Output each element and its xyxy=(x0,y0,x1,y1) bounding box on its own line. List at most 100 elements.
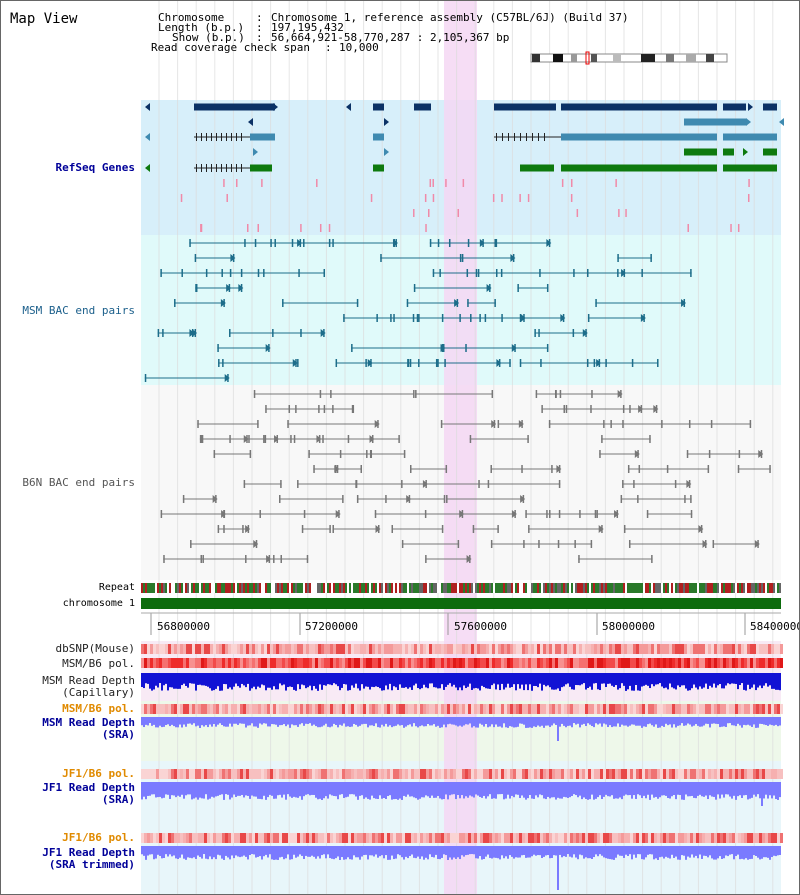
track-label-msm-b6-pol-2[interactable]: MSM/B6 pol. xyxy=(62,702,135,715)
track-label-jf1-b6-pol-2[interactable]: JF1/B6 pol. xyxy=(62,831,135,844)
repeat-mark xyxy=(749,583,751,593)
msm-b6-pol-heat xyxy=(405,658,408,668)
jf1-depth-sra-bar xyxy=(533,782,535,799)
jf1-b6-pol-trimmed-heat xyxy=(153,833,156,843)
msm-b6-pol-heat xyxy=(225,658,228,668)
msm-bac-pair-end xyxy=(495,269,498,277)
jf1-depth-sra-bar xyxy=(703,782,705,797)
jf1-b6-pol-heat xyxy=(240,769,243,779)
dbsnp-heat xyxy=(591,644,594,654)
gene-arrow xyxy=(346,103,351,111)
jf1-b6-pol-heat xyxy=(162,769,165,779)
dbsnp-heat xyxy=(306,644,309,654)
jf1-b6-pol-heat xyxy=(684,769,687,779)
dbsnp-heat xyxy=(213,644,216,654)
msm-depth-capillary-bar xyxy=(521,673,523,685)
msm-depth-sra-bar xyxy=(145,717,147,725)
jf1-b6-pol-trimmed-heat xyxy=(330,833,333,843)
jf1-depth-sra-bar xyxy=(737,782,739,797)
jf1-depth-sra-bar xyxy=(647,782,649,795)
jf1-b6-pol-trimmed-heat xyxy=(501,833,504,843)
jf1-b6-pol-heat xyxy=(213,769,216,779)
msm-depth-sra-bar xyxy=(529,717,531,728)
refseq-pink-mark xyxy=(316,179,318,187)
track-label-jf1-depth-trimmed[interactable]: JF1 Read Depth xyxy=(42,846,135,859)
dbsnp-heat xyxy=(729,644,732,654)
jf1-depth-trimmed-bar xyxy=(701,846,703,859)
jf1-depth-sra-bar xyxy=(669,782,671,799)
track-label-msm-bac[interactable]: MSM BAC end pairs xyxy=(22,304,135,317)
msm-depth-sra-bar xyxy=(625,717,627,726)
jf1-depth-sra-bar xyxy=(141,782,143,800)
msm-b6-pol-sra-heat xyxy=(501,704,504,714)
msm-depth-capillary-bar xyxy=(425,673,427,688)
msm-depth-capillary-bar xyxy=(199,673,201,685)
repeat-mark xyxy=(293,583,295,593)
jf1-b6-pol-heat xyxy=(681,769,684,779)
msm-b6-pol-sra-heat xyxy=(510,704,513,714)
repeat-mark xyxy=(255,583,257,593)
msm-depth-capillary-bar xyxy=(533,673,535,686)
msm-depth-sra-bar xyxy=(331,717,333,727)
jf1-b6-pol-heat xyxy=(327,769,330,779)
msm-depth-capillary-bar xyxy=(153,673,155,690)
msm-depth-capillary-bar xyxy=(575,673,577,686)
refseq-exon xyxy=(201,164,202,172)
msm-depth-capillary-bar xyxy=(183,673,185,684)
jf1-depth-trimmed-bar xyxy=(143,846,145,856)
jf1-depth-sra-bar xyxy=(699,782,701,795)
msm-b6-pol-sra-heat xyxy=(408,704,411,714)
jf1-b6-pol-trimmed-heat xyxy=(666,833,669,843)
track-label-jf1-depth-sra[interactable]: JF1 Read Depth xyxy=(42,781,135,794)
msm-depth-capillary-bar xyxy=(525,673,527,685)
msm-depth-capillary-bar xyxy=(205,673,207,686)
b6n-bac-pair-end xyxy=(313,465,315,473)
dbsnp-heat xyxy=(249,644,252,654)
msm-depth-capillary-bar xyxy=(161,673,163,691)
msm-b6-pol-heat xyxy=(723,658,726,668)
b6n-bac-pair-end xyxy=(649,435,651,443)
jf1-b6-pol-heat xyxy=(273,769,276,779)
msm-b6-pol-sra-heat xyxy=(375,704,378,714)
gene-arrow xyxy=(243,435,249,443)
b6n-bac-pair-end xyxy=(601,435,603,443)
dbsnp-heat xyxy=(444,644,447,654)
b6n-bac-pair-end xyxy=(535,390,538,398)
track-label-jf1-b6-pol-1[interactable]: JF1/B6 pol. xyxy=(62,767,135,780)
msm-depth-sra-bar xyxy=(299,717,301,725)
jf1-b6-pol-trimmed-heat xyxy=(387,833,390,843)
track-label-msm-depth-sra[interactable]: MSM Read Depth xyxy=(42,716,135,729)
jf1-b6-pol-trimmed-heat xyxy=(741,833,744,843)
track-label-msm-depth-capillary[interactable]: MSM Read Depth xyxy=(42,674,135,687)
jf1-depth-sra-bar xyxy=(165,782,167,795)
track-label-b6n-bac[interactable]: B6N BAC end pairs xyxy=(22,476,135,489)
dbsnp-heat xyxy=(414,644,417,654)
jf1-b6-pol-trimmed-heat xyxy=(297,833,300,843)
track-label-refseq-genes[interactable]: RefSeq Genes xyxy=(55,161,135,174)
jf1-depth-sra-bar xyxy=(223,782,225,800)
msm-b6-pol-heat xyxy=(630,658,633,668)
dbsnp-heat xyxy=(777,644,780,654)
msm-depth-sra-bar xyxy=(413,717,415,724)
msm-b6-pol-sra-heat xyxy=(609,704,612,714)
jf1-b6-pol-heat xyxy=(375,769,378,779)
jf1-depth-trimmed-bar xyxy=(413,846,415,858)
jf1-depth-sra-bar xyxy=(723,782,725,798)
b6n-bac-pair-end xyxy=(347,435,350,443)
msm-depth-sra-bar xyxy=(417,717,419,728)
msm-b6-pol-sra-heat xyxy=(762,704,765,714)
track-label-dbsnp[interactable]: dbSNP(Mouse) xyxy=(55,642,135,655)
track-label-msm-b6-pol-1[interactable]: MSM/B6 pol. xyxy=(62,657,135,670)
msm-b6-pol-heat xyxy=(588,658,591,668)
msm-depth-sra-bar xyxy=(247,717,249,726)
repeat-mark xyxy=(699,583,701,593)
track-label-chromosome[interactable]: chromosome 1 xyxy=(62,598,135,609)
msm-b6-pol-sra-heat xyxy=(573,704,576,714)
refseq-pink-mark xyxy=(432,194,435,202)
track-label-repeat[interactable]: Repeat xyxy=(98,582,135,593)
msm-b6-pol-heat xyxy=(627,658,630,668)
msm-b6-pol-heat xyxy=(765,658,768,668)
dbsnp-heat xyxy=(432,644,435,654)
msm-depth-sra-bar xyxy=(727,717,729,724)
